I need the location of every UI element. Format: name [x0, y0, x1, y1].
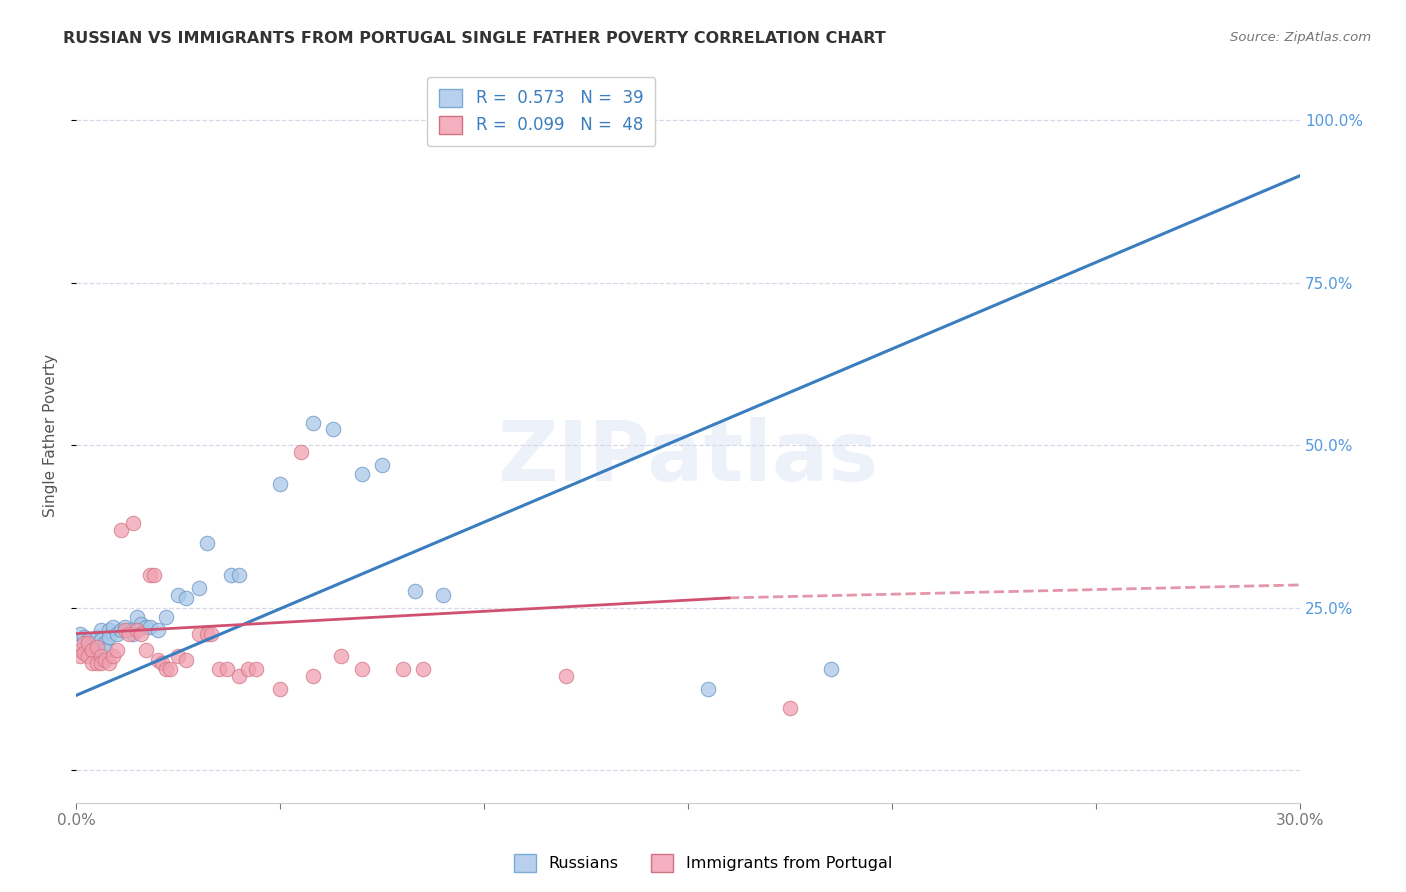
- Legend: Russians, Immigrants from Portugal: Russians, Immigrants from Portugal: [506, 847, 900, 880]
- Point: [86, 630, 108, 644]
- Point: [245, 662, 267, 676]
- Point: [118, 624, 141, 638]
- Point: [159, 662, 181, 676]
- Point: [77, 649, 100, 664]
- Point: [82, 643, 104, 657]
- Point: [195, 535, 218, 549]
- Point: [404, 584, 426, 599]
- Point: [779, 701, 801, 715]
- Point: [73, 630, 96, 644]
- Y-axis label: Single Father Poverty: Single Father Poverty: [44, 354, 58, 517]
- Point: [820, 662, 842, 676]
- Point: [86, 656, 108, 670]
- Point: [301, 669, 323, 683]
- Text: RUSSIAN VS IMMIGRANTS FROM PORTUGAL SINGLE FATHER POVERTY CORRELATION CHART: RUSSIAN VS IMMIGRANTS FROM PORTUGAL SING…: [63, 31, 886, 46]
- Point: [77, 636, 100, 650]
- Point: [77, 633, 100, 648]
- Point: [90, 656, 112, 670]
- Point: [167, 588, 190, 602]
- Point: [135, 620, 157, 634]
- Point: [412, 662, 434, 676]
- Point: [114, 624, 136, 638]
- Point: [90, 624, 112, 638]
- Point: [97, 624, 120, 638]
- Point: [131, 626, 153, 640]
- Point: [73, 636, 96, 650]
- Point: [127, 624, 149, 638]
- Point: [269, 681, 291, 696]
- Point: [554, 669, 576, 683]
- Point: [131, 616, 153, 631]
- Point: [93, 643, 115, 657]
- Point: [269, 477, 291, 491]
- Point: [322, 422, 344, 436]
- Point: [114, 620, 136, 634]
- Point: [432, 588, 454, 602]
- Point: [69, 626, 91, 640]
- Point: [93, 652, 115, 666]
- Point: [350, 467, 373, 482]
- Point: [217, 662, 239, 676]
- Point: [122, 516, 145, 531]
- Point: [82, 656, 104, 670]
- Point: [150, 656, 173, 670]
- Point: [110, 624, 132, 638]
- Point: [219, 568, 242, 582]
- Point: [208, 662, 231, 676]
- Point: [371, 458, 394, 472]
- Legend: R =  0.573   N =  39, R =  0.099   N =  48: R = 0.573 N = 39, R = 0.099 N = 48: [427, 77, 655, 146]
- Point: [127, 610, 149, 624]
- Point: [330, 649, 353, 664]
- Point: [146, 624, 169, 638]
- Point: [138, 568, 160, 582]
- Point: [155, 610, 177, 624]
- Point: [86, 636, 108, 650]
- Point: [155, 662, 177, 676]
- Text: ZIPatlas: ZIPatlas: [498, 417, 879, 498]
- Text: Source: ZipAtlas.com: Source: ZipAtlas.com: [1230, 31, 1371, 45]
- Point: [391, 662, 413, 676]
- Point: [697, 681, 720, 696]
- Point: [146, 652, 169, 666]
- Point: [142, 568, 165, 582]
- Point: [195, 626, 218, 640]
- Point: [118, 626, 141, 640]
- Point: [105, 643, 128, 657]
- Point: [290, 444, 312, 458]
- Point: [236, 662, 259, 676]
- Point: [187, 581, 209, 595]
- Point: [69, 649, 91, 664]
- Point: [228, 568, 250, 582]
- Point: [301, 416, 323, 430]
- Point: [187, 626, 209, 640]
- Point: [167, 649, 190, 664]
- Point: [228, 669, 250, 683]
- Point: [135, 643, 157, 657]
- Point: [200, 626, 222, 640]
- Point: [138, 620, 160, 634]
- Point: [101, 620, 124, 634]
- Point: [73, 646, 96, 660]
- Point: [176, 652, 198, 666]
- Point: [69, 643, 91, 657]
- Point: [93, 636, 115, 650]
- Point: [90, 649, 112, 664]
- Point: [350, 662, 373, 676]
- Point: [86, 640, 108, 654]
- Point: [97, 656, 120, 670]
- Point: [82, 636, 104, 650]
- Point: [122, 626, 145, 640]
- Point: [97, 630, 120, 644]
- Point: [110, 523, 132, 537]
- Point: [90, 633, 112, 648]
- Point: [176, 591, 198, 605]
- Point: [105, 626, 128, 640]
- Point: [101, 649, 124, 664]
